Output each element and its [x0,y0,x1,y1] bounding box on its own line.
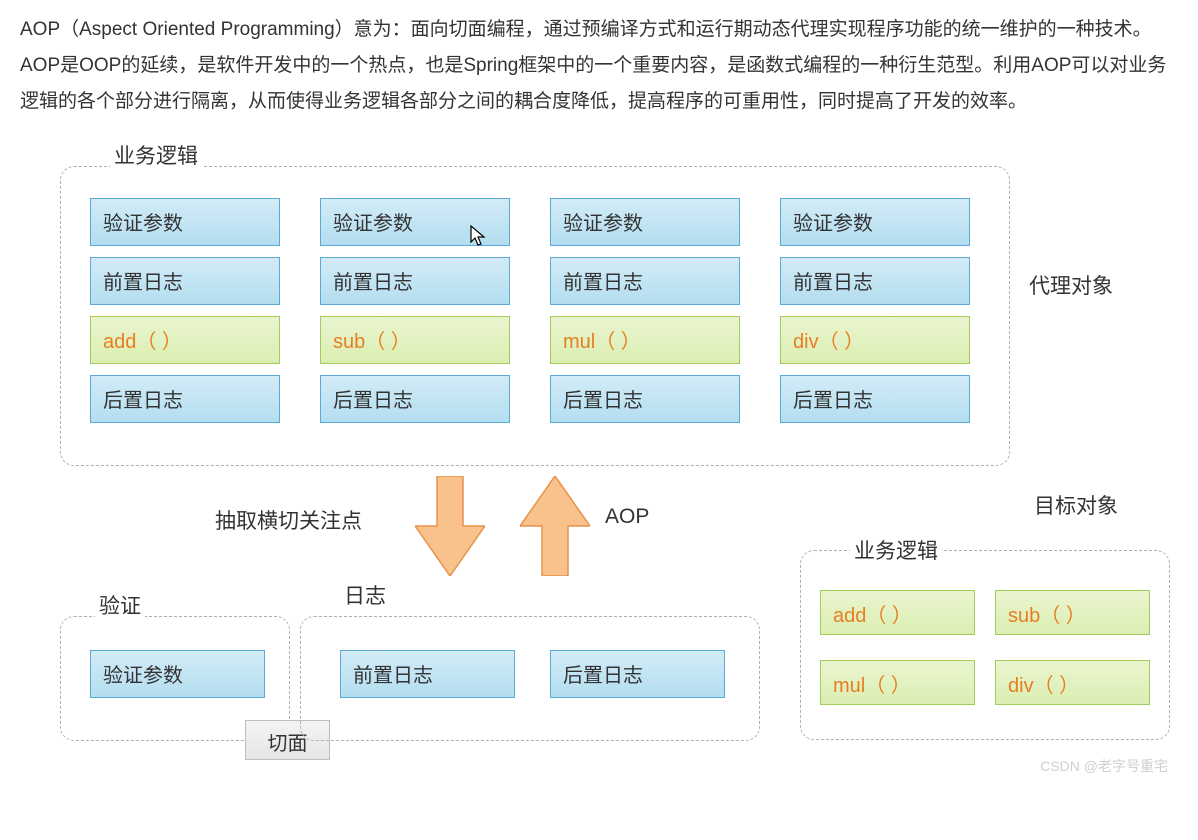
col0-row0: 验证参数 [90,198,280,246]
target-cell-3: div（ ） [995,660,1150,705]
col2-row3: 后置日志 [550,375,740,423]
log-cell-0: 前置日志 [340,650,515,698]
col1-row2: sub（ ） [320,316,510,364]
arrow-down-icon [415,476,485,576]
verify-cell-0: 验证参数 [90,650,265,698]
col3-row1: 前置日志 [780,257,970,305]
col3-row2: div（ ） [780,316,970,364]
col0-row3: 后置日志 [90,375,280,423]
watermark: CSDN @老字号重宅 [1040,756,1168,776]
col0-row1: 前置日志 [90,257,280,305]
col2-row1: 前置日志 [550,257,740,305]
arrow-down-label: 抽取横切关注点 [215,505,362,535]
target-cell-0: add（ ） [820,590,975,635]
col3-row3: 后置日志 [780,375,970,423]
col1-row1: 前置日志 [320,257,510,305]
aop-diagram: 业务逻辑 代理对象 验证参数 前置日志 add（ ） 后置日志 验证参数 前置日… [20,140,1178,780]
target-cell-1: sub（ ） [995,590,1150,635]
intro-paragraph: AOP（Aspect Oriented Programming）意为：面向切面编… [20,12,1178,120]
top-group-title: 业务逻辑 [110,140,202,170]
target-cell-2: mul（ ） [820,660,975,705]
col2-row0: 验证参数 [550,198,740,246]
cursor-icon [470,225,488,247]
log-cell-1: 后置日志 [550,650,725,698]
target-label: 目标对象 [1030,490,1122,520]
target-inner-label: 业务逻辑 [850,535,942,565]
arrow-up-icon [520,476,590,576]
col2-row2: mul（ ） [550,316,740,364]
col3-row0: 验证参数 [780,198,970,246]
log-title: 日志 [340,580,390,610]
arrow-up-label: AOP [605,505,649,529]
col0-row2: add（ ） [90,316,280,364]
proxy-label: 代理对象 [1025,270,1117,300]
verify-title: 验证 [95,590,145,620]
target-box [800,550,1170,740]
col1-row3: 后置日志 [320,375,510,423]
